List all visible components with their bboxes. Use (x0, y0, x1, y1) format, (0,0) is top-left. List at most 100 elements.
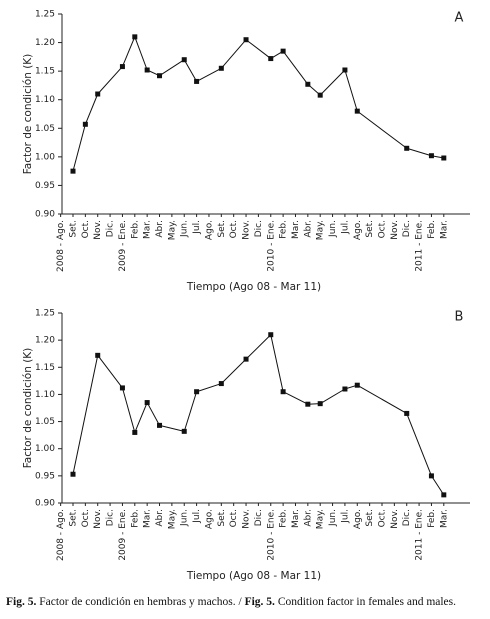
x-tick-label: Jul. (340, 509, 350, 524)
x-tick-label: Nov. (390, 509, 400, 529)
x-tick-label: Oct. (81, 509, 91, 527)
y-tick-label: 1.15 (35, 67, 55, 77)
y-tick-label: 1.15 (35, 363, 55, 373)
figure-caption: Fig. 5. Factor de condición en hembras y… (6, 596, 490, 608)
x-tick-label: Dic. (254, 220, 264, 237)
point (157, 73, 163, 79)
point (132, 34, 138, 40)
x-axis-title: Tiempo (Ago 08 - Mar 11) (186, 281, 321, 293)
point (181, 428, 187, 434)
x-tick-label: Mar. (143, 509, 153, 528)
point (243, 37, 249, 43)
line-segment (196, 67, 222, 82)
y-tick-label: 1.20 (35, 336, 55, 346)
x-tick-label: May. (316, 509, 326, 529)
x-tick-label: May. (167, 220, 177, 240)
x-tick-label: 2008 - Ago. (56, 220, 66, 272)
line-segment (245, 334, 272, 360)
x-tick-label: 2010 - Ene. (266, 509, 276, 561)
x-tick-label: Nov. (242, 509, 252, 529)
x-tick-label: Set. (365, 509, 375, 527)
x-tick-label: Abr. (155, 220, 165, 238)
point (404, 410, 410, 416)
line-segment (97, 66, 123, 95)
x-tick-label: Set. (217, 509, 227, 527)
line-segment (406, 147, 432, 157)
x-tick-label: Jun. (328, 220, 338, 238)
line-segment (159, 424, 185, 432)
line-segment (159, 59, 185, 77)
x-tick-label: Dic. (402, 509, 412, 526)
y-tick-label: 1.05 (35, 124, 55, 134)
x-tick-label: Oct. (81, 220, 91, 238)
line-segment (183, 391, 198, 432)
point (280, 48, 286, 54)
point (305, 401, 311, 407)
x-tick-label: Jul. (340, 220, 350, 235)
point (119, 385, 125, 391)
x-tick-label: Nov. (93, 509, 103, 529)
point (305, 81, 311, 87)
x-tick-label: May. (316, 220, 326, 240)
line-segment (344, 69, 358, 112)
point (157, 422, 163, 428)
x-tick-label: Jun. (180, 509, 190, 527)
x-tick-label: Feb. (130, 220, 140, 239)
point (342, 386, 348, 392)
x-tick-label: Feb. (427, 509, 437, 528)
line-segment (72, 355, 99, 475)
x-tick-label: 2009 - Ene. (118, 509, 128, 561)
line-segment (97, 355, 123, 389)
line-segment (220, 358, 247, 384)
x-tick-label: 2009 - Ene. (118, 220, 128, 272)
point (144, 400, 150, 406)
x-tick-label: Jul. (192, 220, 202, 235)
line-segment (121, 387, 136, 433)
x-axis-title: Tiempo (Ago 08 - Mar 11) (186, 570, 321, 582)
y-tick-label: 0.95 (35, 181, 55, 191)
x-tick-label: Nov. (93, 220, 103, 240)
caption-label: Fig. 5. (6, 596, 37, 608)
line-segment (282, 391, 309, 405)
point (70, 471, 76, 477)
point (132, 429, 138, 435)
panel-label: B (455, 310, 464, 325)
x-tick-label: Abr. (303, 220, 313, 238)
point (218, 381, 224, 387)
x-tick-label: Dic. (106, 220, 116, 237)
line-segment (84, 93, 99, 125)
x-tick-label: Mar. (439, 509, 449, 528)
point (317, 92, 323, 98)
x-tick-label: Ago. (353, 220, 363, 240)
line-segment (220, 39, 247, 69)
y-tick-label: 1.25 (35, 309, 55, 319)
line-segment (245, 39, 272, 59)
line-segment (146, 402, 160, 426)
line-segment (72, 124, 86, 172)
y-tick-label: 1.20 (35, 38, 55, 48)
line-segment (431, 475, 445, 496)
line-segment (282, 50, 309, 85)
point (243, 356, 249, 362)
point (428, 153, 434, 159)
x-tick-label: Dic. (254, 509, 264, 526)
point (441, 492, 447, 498)
x-tick-label: Oct. (378, 220, 388, 238)
panel-label: A (455, 11, 464, 26)
line-segment (270, 334, 284, 392)
x-tick-label: Set. (365, 220, 375, 238)
x-tick-label: Jun. (180, 220, 190, 238)
x-tick-label: 2008 - Ago. (56, 509, 66, 561)
y-tick-label: 1.10 (35, 95, 55, 105)
point (194, 78, 200, 84)
point (268, 56, 274, 62)
x-tick-label: Mar. (291, 509, 301, 528)
point (428, 473, 434, 479)
x-tick-label: Ago. (204, 220, 214, 240)
y-tick-label: 1.00 (35, 444, 55, 454)
point (95, 91, 101, 97)
line-segment (319, 69, 346, 96)
x-tick-label: Feb. (279, 509, 289, 528)
caption-text: Condition factor in females and males. (274, 596, 457, 608)
